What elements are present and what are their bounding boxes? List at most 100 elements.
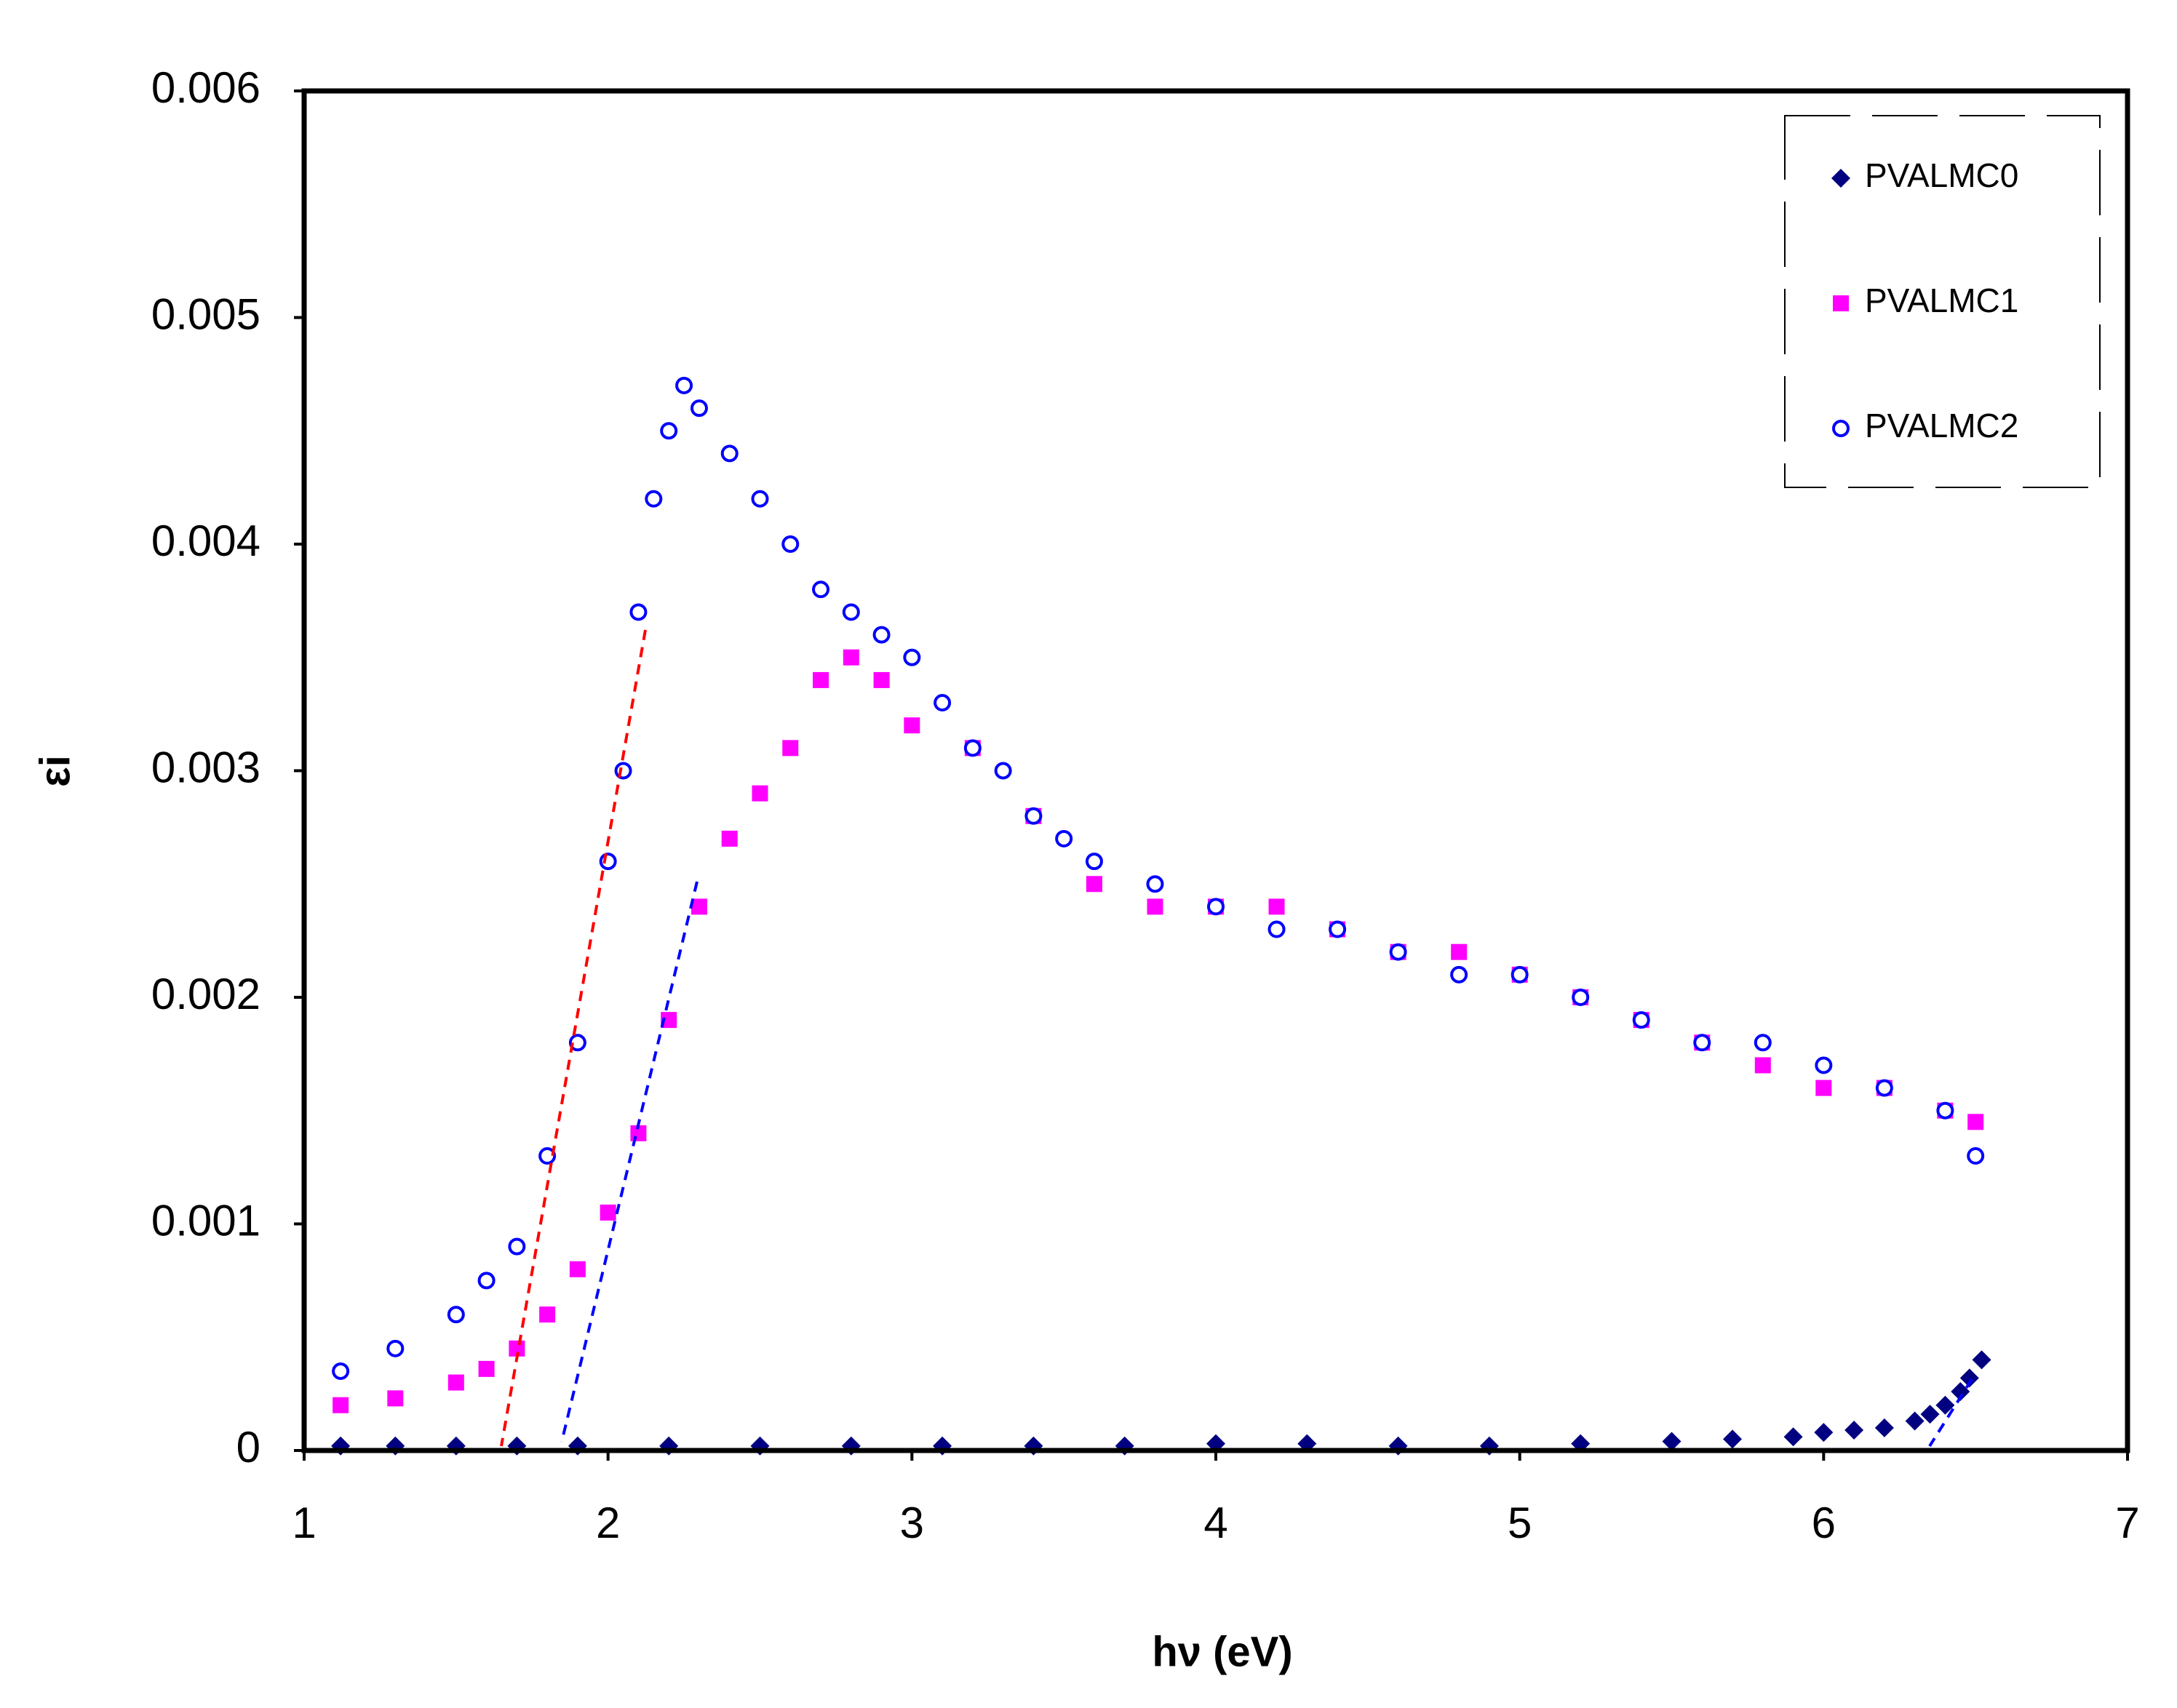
x-tick-label: 4: [1203, 1499, 1227, 1547]
data-point: [1874, 1418, 1894, 1437]
data-point: [1268, 898, 1285, 915]
y-axis-title: εi: [31, 755, 79, 787]
data-point: [812, 580, 830, 599]
data-point: [661, 1012, 677, 1029]
x-tick-label: 7: [2115, 1499, 2139, 1547]
data-point: [569, 1261, 586, 1277]
data-point: [1967, 1114, 1984, 1130]
data-point: [568, 1034, 586, 1052]
data-point: [813, 671, 829, 688]
data-point: [477, 1272, 496, 1290]
x-tick-label: 2: [596, 1499, 620, 1547]
data-point: [629, 603, 648, 621]
data-point: [1693, 1034, 1711, 1052]
data-point: [1055, 829, 1073, 847]
y-tick-label: 0.002: [151, 970, 260, 1018]
data-point: [843, 649, 859, 666]
x-tick-label: 3: [900, 1499, 924, 1547]
data-point: [1024, 807, 1043, 825]
data-point: [720, 444, 739, 463]
data-point: [508, 1237, 526, 1256]
data-point: [1146, 875, 1164, 893]
data-point: [1844, 1420, 1864, 1440]
data-point: [538, 1147, 557, 1165]
data-point: [1967, 1147, 1985, 1165]
data-point: [660, 422, 678, 440]
y-tick-label: 0: [236, 1423, 260, 1472]
legend-marker: [1831, 169, 1850, 188]
x-tick-label: 1: [292, 1499, 316, 1547]
data-point: [690, 399, 708, 418]
legend-marker: [1833, 295, 1849, 311]
data-point: [1814, 1423, 1834, 1442]
data-point: [1267, 920, 1286, 938]
legend-label: PVALMC2: [1865, 407, 2018, 444]
data-point: [781, 535, 800, 553]
y-tick-label: 0.003: [151, 743, 260, 791]
tangent-line: [1928, 1378, 1973, 1448]
data-point: [1815, 1056, 1833, 1074]
data-point: [509, 1340, 525, 1357]
data-point: [1959, 1368, 1979, 1388]
data-point: [1920, 1405, 1940, 1424]
data-point: [782, 740, 799, 757]
x-tick-label: 5: [1508, 1499, 1532, 1547]
data-point: [675, 376, 693, 394]
data-point: [1723, 1429, 1743, 1449]
data-point: [872, 626, 891, 644]
data-point: [721, 830, 738, 847]
data-point: [873, 671, 890, 688]
tangent-line: [560, 881, 699, 1442]
data-point: [447, 1374, 464, 1391]
data-point: [614, 762, 632, 780]
data-point: [386, 1339, 405, 1357]
data-point: [1972, 1350, 1991, 1370]
data-point: [333, 1397, 349, 1413]
data-point: [1815, 1080, 1832, 1096]
x-tick-label: 6: [1812, 1499, 1836, 1547]
legend-marker: [1832, 420, 1850, 437]
y-tick-label: 0.001: [151, 1196, 260, 1245]
data-point: [1754, 1057, 1771, 1074]
data-point: [1936, 1101, 1954, 1120]
data-point: [1329, 920, 1347, 938]
data-point: [1085, 853, 1103, 871]
data-point: [1389, 943, 1407, 961]
data-point: [1572, 989, 1590, 1006]
data-point: [1905, 1411, 1925, 1431]
data-point: [599, 853, 617, 871]
data-point: [904, 717, 920, 734]
data-point: [1754, 1034, 1772, 1052]
data-point: [1511, 965, 1529, 983]
legend-label: PVALMC1: [1865, 282, 2018, 319]
data-point: [903, 648, 921, 666]
data-point: [478, 1360, 495, 1377]
data-point: [1875, 1079, 1893, 1097]
data-point: [332, 1362, 350, 1380]
data-point: [600, 1204, 616, 1221]
data-point: [1662, 1432, 1681, 1451]
data-point: [1450, 965, 1468, 983]
data-point: [751, 490, 769, 508]
data-point: [1951, 1382, 1970, 1402]
legend-label: PVALMC0: [1865, 156, 2018, 194]
data-point: [994, 762, 1012, 780]
data-point: [447, 1306, 465, 1324]
data-point: [1935, 1395, 1955, 1415]
data-point: [934, 694, 952, 712]
data-point: [539, 1306, 556, 1323]
data-point: [1147, 898, 1163, 915]
tangent-line: [500, 629, 647, 1447]
y-tick-label: 0.006: [151, 63, 260, 112]
data-point: [1086, 876, 1102, 893]
x-axis-title: hν (eV): [1152, 1628, 1292, 1675]
data-point: [752, 785, 768, 802]
data-point: [1783, 1427, 1803, 1447]
y-tick-label: 0.005: [151, 290, 260, 338]
data-point: [387, 1390, 404, 1407]
data-point: [1207, 898, 1225, 916]
data-point: [963, 739, 982, 757]
data-point: [690, 898, 707, 915]
y-tick-label: 0.004: [151, 516, 260, 565]
